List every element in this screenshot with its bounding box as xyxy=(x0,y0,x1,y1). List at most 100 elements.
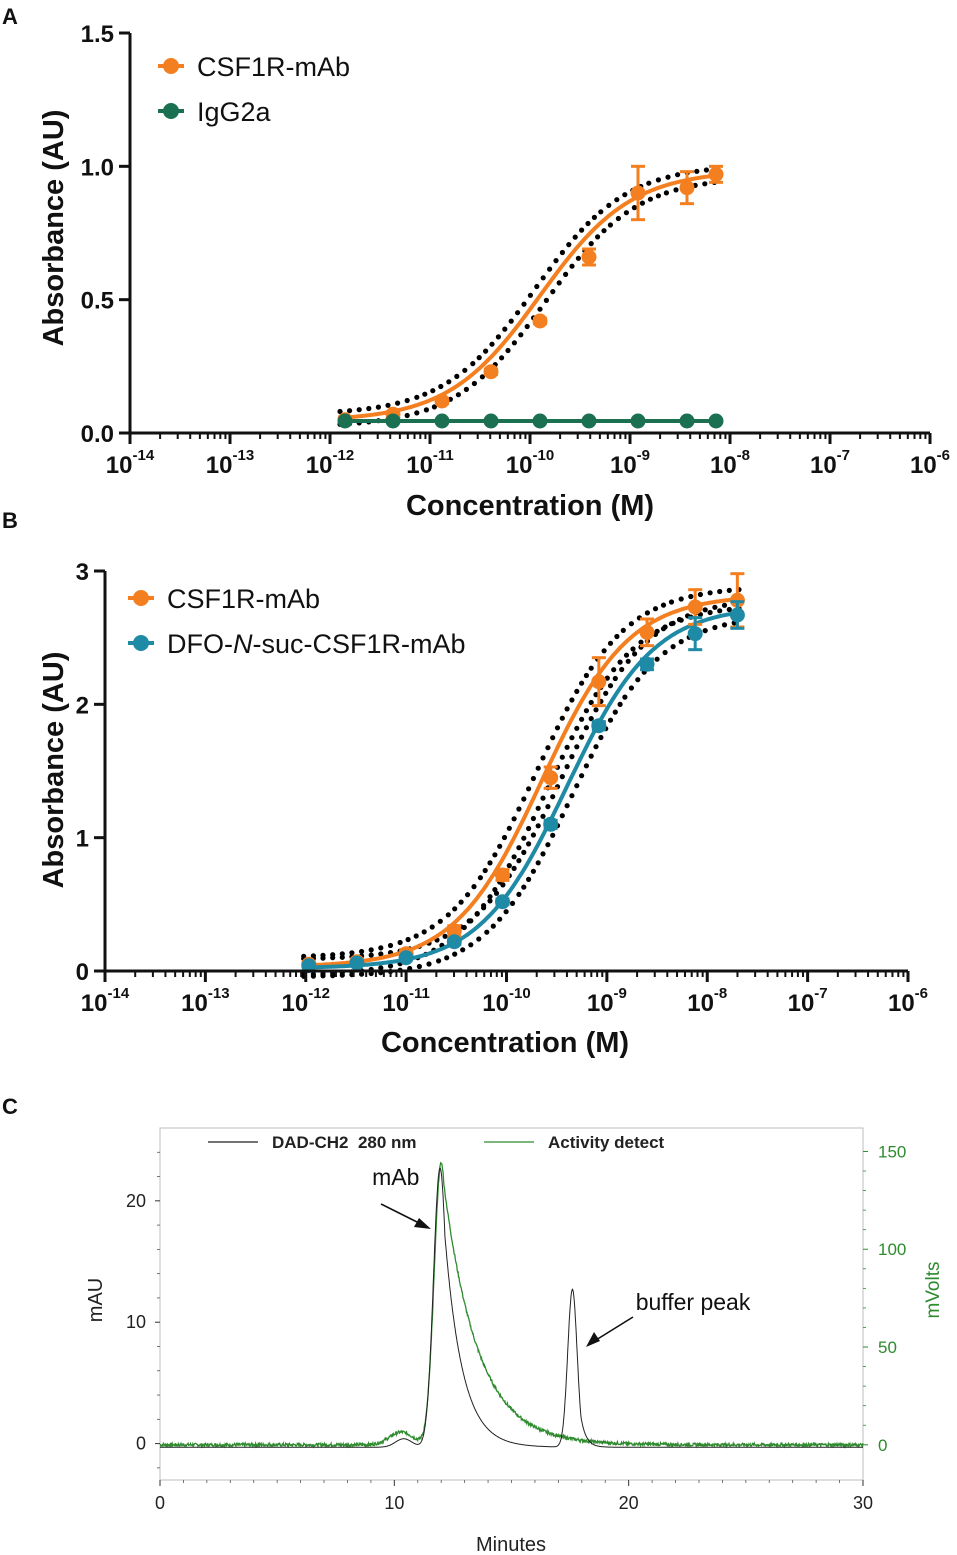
ci-dot-dfo-n-suc-csf1r-mab xyxy=(526,841,532,847)
ci-dot-dfo-n-suc-csf1r-mab xyxy=(564,803,570,809)
ci-dot-csf1r-mab xyxy=(446,379,452,385)
data-point-dfo-n-suc-csf1r-mab xyxy=(639,656,655,672)
x-tick-label: 10-6 xyxy=(910,447,950,479)
trace-dad-ch2-280nm xyxy=(160,1167,863,1448)
ci-dot-csf1r-mab xyxy=(540,795,546,801)
ci-dot-csf1r-mab xyxy=(511,854,517,860)
ci-dot-dfo-n-suc-csf1r-mab xyxy=(490,923,496,929)
annotation-mab: mAb xyxy=(372,1164,419,1190)
ci-dot-csf1r-mab xyxy=(601,648,607,654)
ci-dot-csf1r-mab xyxy=(707,590,713,596)
x-tick-base: 10 xyxy=(687,990,714,1017)
ci-dot-csf1r-mab xyxy=(387,942,394,949)
data-point-igg2a xyxy=(679,413,695,429)
ci-dot-csf1r-mab xyxy=(563,271,569,277)
y-right-tick-label: 50 xyxy=(878,1338,897,1357)
ci-dot-csf1r-mab xyxy=(438,383,444,390)
ci-dot-dfo-n-suc-csf1r-mab xyxy=(535,823,541,829)
ci-dot-csf1r-mab xyxy=(556,280,562,286)
ci-dot-dfo-n-suc-csf1r-mab xyxy=(579,773,585,779)
ci-dot-csf1r-mab xyxy=(614,633,620,640)
ci-dot-dfo-n-suc-csf1r-mab xyxy=(540,813,546,819)
ci-dot-dfo-n-suc-csf1r-mab xyxy=(564,764,570,770)
ci-dot-csf1r-mab xyxy=(455,392,461,398)
legend-item-activity-detect: Activity detect xyxy=(484,1133,665,1152)
data-point-csf1r-mab xyxy=(639,624,655,640)
ci-dot-csf1r-mab xyxy=(524,323,530,330)
ci-dot-csf1r-mab xyxy=(579,227,585,233)
x-tick-exponent: -9 xyxy=(637,447,650,464)
ci-dot-dfo-n-suc-csf1r-mab xyxy=(368,952,374,958)
ci-dot-csf1r-mab xyxy=(559,715,565,721)
ci-dot-dfo-n-suc-csf1r-mab xyxy=(628,685,635,691)
ci-dot-dfo-n-suc-csf1r-mab xyxy=(702,607,708,613)
ci-dot-csf1r-mab xyxy=(404,397,410,404)
x-tick-exponent: -7 xyxy=(837,447,850,464)
ci-dot-csf1r-mab xyxy=(492,852,498,858)
ci-dot-dfo-n-suc-csf1r-mab xyxy=(526,876,532,883)
ci-dot-dfo-n-suc-csf1r-mab xyxy=(516,858,522,864)
legend-label-activity-detect: Activity detect xyxy=(548,1133,665,1152)
ci-dot-csf1r-mab xyxy=(559,754,565,760)
ci-dot-csf1r-mab xyxy=(574,688,580,695)
ci-dot-csf1r-mab xyxy=(502,326,508,332)
ci-dot-dfo-n-suc-csf1r-mab xyxy=(583,725,590,731)
x-tick-exponent: -11 xyxy=(433,447,454,464)
ci-dot-dfo-n-suc-csf1r-mab xyxy=(310,973,316,979)
ci-dot-dfo-n-suc-csf1r-mab xyxy=(559,774,565,780)
x-tick-label: 10-7 xyxy=(788,985,828,1017)
ci-dot-csf1r-mab xyxy=(516,806,522,812)
ci-dot-csf1r-mab xyxy=(606,202,612,208)
ci-dot-csf1r-mab xyxy=(414,410,420,416)
x-tick-exponent: -12 xyxy=(308,985,330,1002)
ci-dot-csf1r-mab xyxy=(526,786,532,792)
ci-dot-dfo-n-suc-csf1r-mab xyxy=(497,916,503,922)
data-point-csf1r-mab xyxy=(708,166,724,182)
ci-dot-dfo-n-suc-csf1r-mab xyxy=(426,961,432,967)
ci-dot-csf1r-mab xyxy=(620,627,626,634)
ci-dot-dfo-n-suc-csf1r-mab xyxy=(574,783,580,789)
ci-dot-csf1r-mab xyxy=(607,222,614,228)
x-tick-base: 10 xyxy=(810,452,837,479)
ci-dot-dfo-n-suc-csf1r-mab xyxy=(721,602,728,608)
ci-dot-csf1r-mab xyxy=(470,361,476,367)
ci-dot-csf1r-mab xyxy=(583,708,590,714)
x-tick-base: 10 xyxy=(482,990,509,1017)
panel-a-confidence-band xyxy=(337,166,719,427)
ci-dot-csf1r-mab xyxy=(518,332,524,338)
ci-dot-dfo-n-suc-csf1r-mab xyxy=(702,628,708,634)
ci-dot-csf1r-mab xyxy=(614,197,620,203)
ci-dot-csf1r-mab xyxy=(535,805,541,811)
legend-item-csf1r-mab: CSF1R-mAb xyxy=(158,52,350,82)
legend-item-igg2a: IgG2a xyxy=(158,97,272,127)
ci-dot-dfo-n-suc-csf1r-mab xyxy=(416,963,422,970)
data-point-csf1r-mab xyxy=(495,867,510,883)
ci-dot-dfo-n-suc-csf1r-mab xyxy=(670,644,676,650)
ci-dot-csf1r-mab xyxy=(537,306,543,312)
ci-dot-dfo-n-suc-csf1r-mab xyxy=(668,621,675,627)
ci-dot-dfo-n-suc-csf1r-mab xyxy=(320,955,326,961)
ci-dot-csf1r-mab xyxy=(675,172,681,178)
x-tick-label: 30 xyxy=(853,1493,873,1513)
data-point-csf1r-mab xyxy=(630,185,646,201)
ci-dot-dfo-n-suc-csf1r-mab xyxy=(712,624,718,631)
panel-c-tick-labels: 0 10 20 30 0 10 20 0 50 100 150 xyxy=(126,1142,906,1513)
panel-b-x-axis-title: Concentration (M) xyxy=(381,1027,629,1059)
ci-dot-csf1r-mab xyxy=(506,863,512,869)
ci-dot-csf1r-mab xyxy=(397,939,403,946)
x-tick-exponent: -10 xyxy=(509,985,531,1002)
panel-c-right-axis-title: mVolts xyxy=(923,1261,944,1318)
ci-dot-csf1r-mab xyxy=(368,947,374,953)
y-right-tick-label: 100 xyxy=(878,1240,906,1259)
panel-c-left-axis-title: mAU xyxy=(85,1278,107,1322)
ci-dot-csf1r-mab xyxy=(429,924,435,930)
data-point-dfo-n-suc-csf1r-mab xyxy=(301,958,317,974)
ci-dot-csf1r-mab xyxy=(591,214,598,220)
panel-b-axes xyxy=(94,569,910,982)
ci-dot-csf1r-mab xyxy=(588,241,594,247)
trace-activity-detect xyxy=(159,1161,864,1449)
x-tick-base: 10 xyxy=(888,990,915,1017)
ci-dot-csf1r-mab xyxy=(639,200,646,206)
ci-dot-csf1r-mab xyxy=(471,380,477,387)
x-tick-exponent: -9 xyxy=(614,985,627,1002)
